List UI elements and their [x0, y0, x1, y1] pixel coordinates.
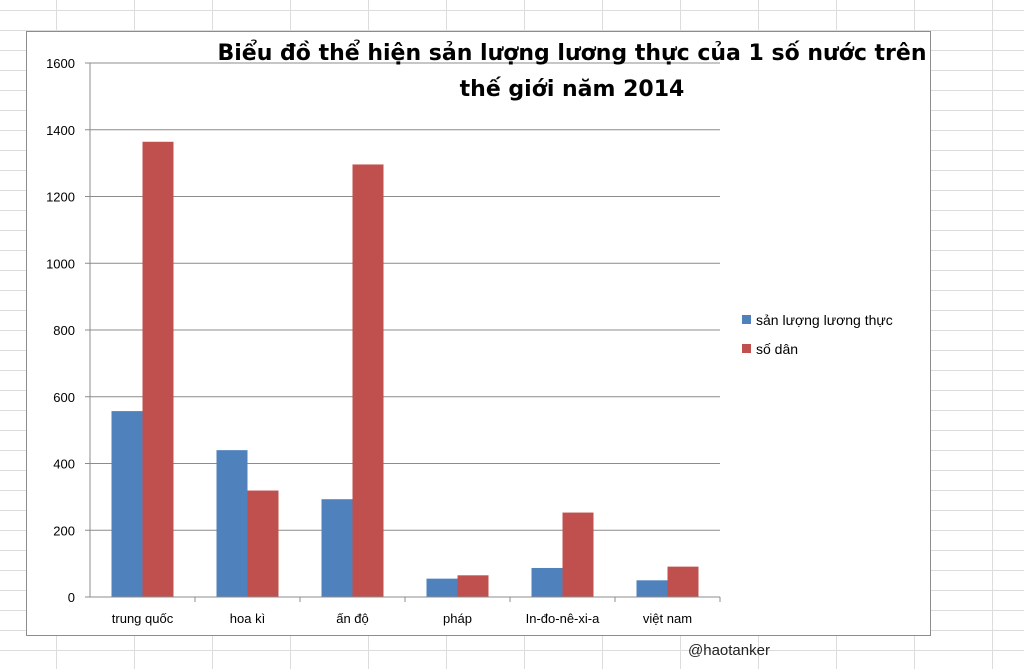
- bar-population: [667, 566, 699, 597]
- bar-population: [247, 490, 279, 597]
- legend-label: số dân: [756, 341, 798, 357]
- y-tick-label: 600: [53, 390, 75, 405]
- chart-title: Biểu đồ thể hiện sản lượng lương thực củ…: [218, 40, 927, 102]
- y-tick-label: 400: [53, 457, 75, 472]
- bar-production: [216, 450, 248, 597]
- y-tick-label: 1600: [46, 56, 75, 71]
- chart-title-line-2: thế giới năm 2014: [460, 77, 685, 102]
- y-tick-label: 1200: [46, 190, 75, 205]
- y-tick-label: 800: [53, 323, 75, 338]
- bar-population: [562, 512, 594, 597]
- chart-area: [26, 31, 931, 636]
- y-tick-label: 0: [68, 590, 75, 605]
- gridlines: [90, 62, 720, 531]
- bar-production: [636, 580, 668, 597]
- x-tick-label: việt nam: [643, 611, 692, 626]
- bar-production: [531, 567, 563, 597]
- bars: [111, 141, 699, 597]
- y-tick-label: 200: [53, 523, 75, 538]
- legend: sản lượng lương thực số dân: [742, 312, 893, 357]
- bar-population: [352, 164, 384, 597]
- bar-production: [111, 411, 143, 597]
- legend-swatch: [742, 315, 751, 324]
- chart-title-line-1: Biểu đồ thể hiện sản lượng lương thực củ…: [218, 40, 927, 66]
- y-tick-label: 1400: [46, 123, 75, 138]
- x-tick-label: pháp: [443, 611, 472, 626]
- bar-population: [142, 141, 174, 597]
- bar-production: [426, 578, 458, 597]
- legend-label: sản lượng lương thực: [756, 312, 893, 328]
- axes: 0 200 400 600 800 1000 1200 1400 1600 trung quốc h…: [46, 56, 721, 626]
- x-tick-label: In-đo-nê-xi-a: [526, 611, 600, 626]
- x-tick-label: ấn độ: [336, 611, 369, 626]
- x-tick-label: trung quốc: [112, 611, 174, 626]
- y-tick-label: 1000: [46, 256, 75, 271]
- legend-swatch: [742, 344, 751, 353]
- x-tick-label: hoa kì: [230, 611, 265, 626]
- bar-production: [321, 499, 353, 597]
- watermark: @haotanker: [688, 642, 770, 659]
- bar-population: [457, 575, 489, 597]
